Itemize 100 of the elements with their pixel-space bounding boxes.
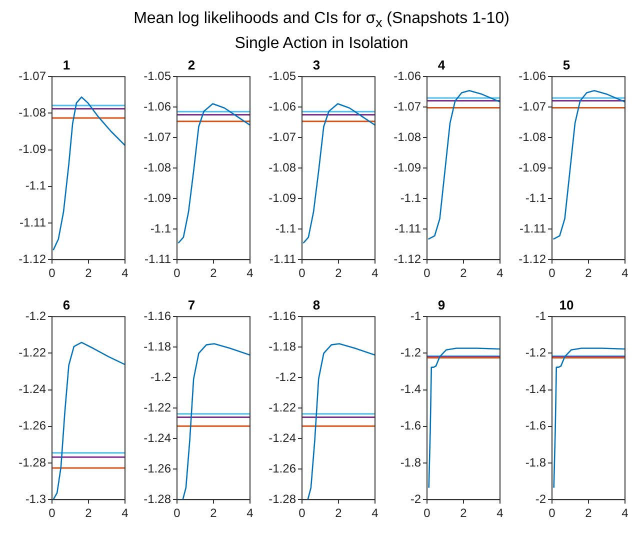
chart-title: 2 [188,58,196,73]
chart-title: 1 [62,58,70,73]
x-tick-label: 4 [622,266,629,280]
y-tick-label: -1.09 [144,191,172,206]
x-tick-label: 4 [246,506,254,520]
y-tick-label: -1.06 [144,100,172,114]
x-tick-label: 0 [298,266,306,280]
chart-title: 7 [188,298,196,313]
y-tick-label: -1.06 [394,69,422,84]
y-tick-label: -1.1 [150,222,172,236]
y-tick-label: -1.05 [268,69,296,84]
chart-title: 6 [62,298,70,313]
y-tick-label: -1.1 [400,191,422,206]
x-tick-label: 0 [174,506,181,520]
x-tick-label: 2 [585,266,592,280]
x-tick-label: 4 [372,266,379,280]
y-tick-label: -1.18 [268,340,296,354]
y-tick-label: -1.09 [18,142,46,156]
y-tick-label: -1.09 [394,160,422,175]
y-tick-label: -1.26 [144,462,172,476]
x-tick-label: 0 [424,266,431,280]
y-tick-label: -1.24 [18,382,46,396]
y-tick-label: -1.28 [144,492,172,506]
x-tick-label: 4 [622,506,629,520]
y-tick-label: -1.08 [144,160,172,175]
y-tick-label: -1.6 [525,418,546,433]
y-tick-label: -1.26 [268,462,296,476]
x-tick-label: 2 [460,266,468,280]
x-tick-label: 2 [210,506,218,520]
y-tick-label: -1.12 [518,252,546,266]
y-tick-label: -1.11 [394,222,422,236]
x-tick-label: 0 [174,266,181,280]
y-tick-label: -1.22 [18,346,46,360]
y-tick-label: -1.22 [268,400,296,415]
x-tick-label: 0 [548,506,556,520]
x-tick-label: 4 [496,266,504,280]
y-tick-label: -1.4 [400,382,422,396]
chart-title: 9 [438,298,446,313]
y-tick-label: -1.28 [18,456,46,470]
text: Single Action in Isolation [234,34,410,54]
y-tick-label: -1.4 [525,382,546,396]
y-tick-label: -1.8 [525,456,546,470]
y-tick-label: -1.06 [518,69,546,84]
y-tick-label: -1.22 [144,400,172,415]
y-tick-label: -1.6 [400,418,422,433]
y-tick-label: -1.06 [268,100,296,114]
chart-title: 10 [559,298,574,313]
x-tick-label: 2 [335,506,342,520]
x-tick-label: 2 [85,506,92,520]
y-tick-label: -1.08 [394,130,422,144]
y-tick-label: -2 [410,492,422,506]
x-tick-label: 2 [85,266,92,280]
y-tick-label: -1.08 [518,130,546,144]
x-tick-label: 4 [122,506,129,520]
y-tick-label: -1.8 [400,456,422,470]
y-tick-label: -1.11 [20,216,46,230]
y-tick-label: -1.12 [18,252,46,266]
y-tick-label: -2 [535,492,546,506]
y-tick-label: -1.09 [268,191,296,206]
y-tick-label: -1.08 [268,160,296,175]
y-tick-label: -1.11 [520,222,546,236]
y-tick-label: -1.26 [18,418,46,433]
y-tick-label: -1.2 [25,309,46,324]
x-tick-label: 2 [335,266,342,280]
y-tick-label: -1.12 [394,252,422,266]
x-tick-label: 4 [496,506,504,520]
y-tick-label: -1.2 [525,346,546,360]
y-tick-label: -1.24 [268,431,296,446]
y-tick-label: -1.2 [275,370,296,384]
y-tick-label: -1.1 [525,191,546,206]
chart-title: 4 [438,58,446,73]
chart-title: 8 [312,298,320,313]
x-tick-label: 4 [122,266,129,280]
y-tick-label: -1.24 [144,431,172,446]
text: Mean log likelihoods and CIs for σ$_{x}$ (Snapshots 1-10) [132,9,510,32]
y-tick-label: -1.16 [268,309,296,324]
y-tick-label: -1.2 [150,370,172,384]
x-tick-label: 2 [585,506,592,520]
x-tick-label: 0 [424,506,431,520]
chart-title: 5 [562,58,570,73]
y-tick-label: -1.1 [25,178,46,193]
y-tick-label: -1.11 [144,252,172,266]
x-tick-label: 2 [210,266,218,280]
y-tick-label: -1.3 [25,492,46,506]
y-tick-label: -1.07 [518,100,546,114]
y-tick-label: -1.16 [144,309,172,324]
chart-title: 3 [312,58,320,73]
x-tick-label: 2 [460,506,468,520]
y-tick-label: -1 [410,309,422,324]
y-tick-label: -1.28 [268,492,296,506]
x-tick-label: 0 [48,506,56,520]
y-tick-label: -1.18 [144,340,172,354]
y-tick-label: -1.1 [275,222,296,236]
x-tick-label: 0 [298,506,306,520]
y-tick-label: -1.2 [400,346,422,360]
y-tick-label: -1.09 [518,160,546,175]
y-tick-label: -1.07 [144,130,172,144]
y-tick-label: -1 [535,309,546,324]
y-tick-label: -1.05 [144,69,172,84]
x-tick-label: 4 [372,506,379,520]
